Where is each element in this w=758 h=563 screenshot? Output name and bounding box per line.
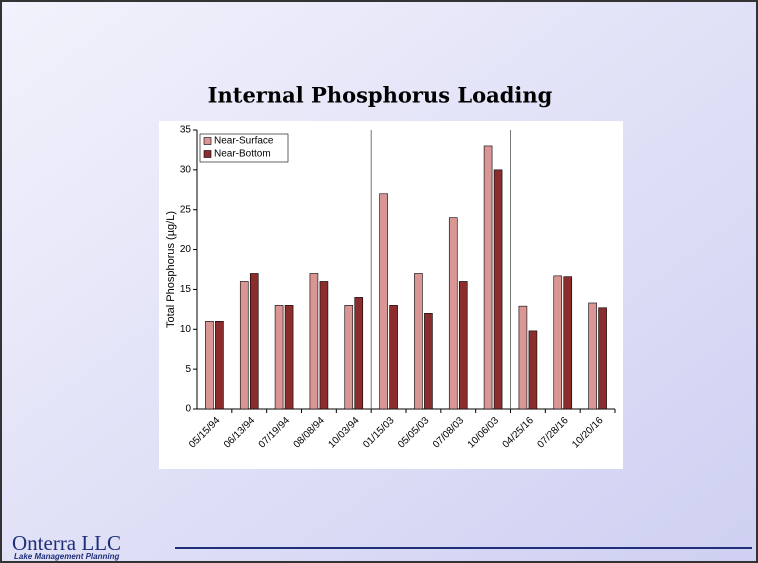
bar	[588, 302, 597, 410]
legend-label: Near-Bottom	[214, 149, 271, 160]
y-tick-label: 35	[180, 125, 192, 136]
chart-title: Internal Phosphorus Loading	[208, 83, 553, 108]
bar	[528, 330, 538, 410]
y-axis-label: Total Phosphorus (µg/L)	[165, 211, 177, 328]
company: Onterra LLC	[12, 531, 121, 555]
bar	[389, 305, 398, 410]
bar	[563, 276, 573, 410]
bar	[448, 217, 458, 410]
bar	[493, 169, 503, 410]
bar	[518, 305, 528, 410]
bar	[284, 305, 294, 410]
legend-label: Near-Surface	[214, 136, 274, 147]
bar	[598, 307, 607, 410]
legend-box	[199, 133, 289, 163]
bar	[424, 313, 433, 410]
y-tick-label: 15	[180, 284, 192, 295]
legend-swatch	[203, 150, 212, 158]
bar	[274, 305, 284, 410]
bar	[344, 305, 354, 410]
bar	[205, 321, 214, 410]
bar	[354, 297, 364, 410]
bar	[553, 275, 563, 410]
y-tick-label: 10	[180, 324, 192, 335]
legend-swatch	[203, 137, 212, 145]
bar	[239, 281, 249, 410]
y-tick-label: 0	[185, 404, 191, 415]
y-tick-label: 25	[180, 204, 192, 215]
bar	[319, 281, 329, 410]
bar	[458, 281, 468, 410]
y-tick-label: 5	[185, 364, 191, 375]
bar	[215, 321, 224, 410]
bar	[379, 193, 388, 410]
bar	[249, 273, 259, 410]
bar	[414, 273, 423, 410]
bar	[483, 145, 493, 410]
y-tick-label: 30	[180, 164, 192, 175]
bar	[309, 273, 319, 410]
tagline: Lake Management Planning	[14, 552, 119, 561]
y-tick-label: 20	[180, 244, 192, 255]
chart-area	[159, 121, 623, 469]
